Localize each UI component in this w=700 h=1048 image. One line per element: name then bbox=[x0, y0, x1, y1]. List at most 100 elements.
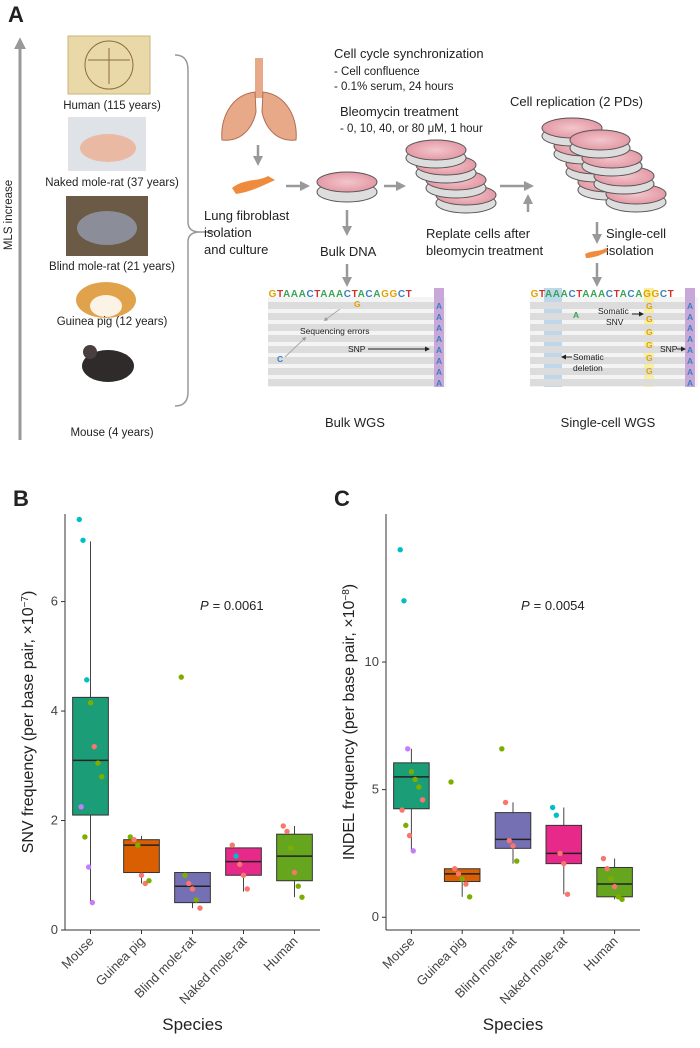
bulk-dna: Bulk DNA bbox=[320, 244, 377, 259]
point bbox=[131, 837, 136, 842]
point bbox=[411, 848, 416, 853]
point bbox=[179, 674, 184, 679]
y-axis-label-part: ) bbox=[20, 591, 37, 596]
annotation: deletion bbox=[573, 363, 603, 373]
read bbox=[530, 379, 685, 386]
sync-text: Cell cycle synchronization bbox=[334, 46, 484, 61]
panel-caption: Single-cell WGS bbox=[561, 415, 656, 430]
lungs bbox=[222, 58, 296, 140]
point bbox=[88, 700, 93, 705]
point bbox=[299, 894, 304, 899]
column-letter: A bbox=[436, 345, 442, 355]
g-letter: G bbox=[646, 301, 653, 311]
point bbox=[186, 881, 191, 886]
annotation: P= 0.0054 bbox=[521, 598, 585, 613]
y-axis-label-part: −7 bbox=[20, 596, 31, 608]
y-tick-label: 4 bbox=[51, 703, 58, 718]
point bbox=[284, 829, 289, 834]
fibroblast bbox=[585, 248, 608, 258]
read bbox=[268, 368, 434, 375]
point bbox=[84, 677, 89, 682]
box bbox=[495, 813, 531, 849]
point bbox=[182, 873, 187, 878]
x-tick-label: Guinea pig bbox=[413, 934, 468, 989]
species-label: Guinea pig (12 years) bbox=[57, 316, 168, 328]
point bbox=[565, 892, 570, 897]
x-axis-label: Species bbox=[162, 1015, 222, 1034]
point bbox=[237, 862, 242, 867]
y-axis-label-part: INDEL frequency (per base pair, ×10 bbox=[341, 600, 358, 860]
axis-label: MLS increase bbox=[3, 180, 15, 250]
y-tick-label: 10 bbox=[365, 654, 379, 669]
point bbox=[499, 746, 504, 751]
culture-text: and culture bbox=[204, 242, 268, 257]
isolation-text: Single-cell bbox=[606, 226, 666, 241]
point bbox=[416, 784, 421, 789]
y-tick-label: 5 bbox=[372, 782, 379, 797]
point bbox=[503, 800, 508, 805]
read bbox=[530, 368, 685, 375]
point bbox=[233, 853, 238, 858]
column-letter: A bbox=[436, 378, 442, 388]
column-letter: A bbox=[687, 356, 693, 366]
annotation: SNP bbox=[660, 344, 678, 354]
column-letter: A bbox=[436, 367, 442, 377]
replication-text: Cell replication (2 PDs) bbox=[510, 94, 643, 109]
bleomycin-text: - 0, 10, 40, or 80 μM, 1 hour bbox=[340, 123, 483, 135]
column-letter: A bbox=[436, 323, 442, 333]
point bbox=[448, 779, 453, 784]
error-letter: G bbox=[354, 299, 361, 309]
species-label: Blind mole-rat (21 years) bbox=[49, 261, 175, 273]
point bbox=[288, 845, 293, 850]
point bbox=[194, 897, 199, 902]
column-letter: A bbox=[687, 378, 693, 388]
read bbox=[268, 335, 434, 342]
point bbox=[139, 873, 144, 878]
read bbox=[268, 302, 434, 309]
point bbox=[460, 876, 465, 881]
point bbox=[292, 870, 297, 875]
fibroblast bbox=[232, 176, 275, 194]
point bbox=[612, 884, 617, 889]
culture-text: Lung fibroblast bbox=[204, 208, 290, 223]
y-axis-label-part: −8 bbox=[341, 589, 352, 601]
point bbox=[619, 897, 624, 902]
column-letter: A bbox=[687, 312, 693, 322]
point bbox=[463, 881, 468, 886]
bracket bbox=[175, 55, 200, 406]
panel-label: C bbox=[334, 486, 350, 511]
annotation-text: = 0.0054 bbox=[534, 598, 585, 613]
point bbox=[401, 598, 406, 603]
annotation: Somatic bbox=[573, 352, 604, 362]
point bbox=[399, 807, 404, 812]
point bbox=[467, 894, 472, 899]
column-letter: A bbox=[687, 323, 693, 333]
y-tick-label: 0 bbox=[51, 922, 58, 937]
annotation: SNP bbox=[348, 344, 366, 354]
x-tick-label: Mouse bbox=[379, 934, 417, 972]
x-tick-label: Human bbox=[580, 934, 620, 974]
point bbox=[405, 746, 410, 751]
point bbox=[245, 886, 250, 891]
point bbox=[77, 517, 82, 522]
g-letter: G bbox=[646, 327, 653, 337]
point bbox=[92, 744, 97, 749]
x-tick-label: Guinea pig bbox=[93, 934, 148, 989]
read bbox=[268, 313, 434, 320]
species-images bbox=[66, 36, 150, 388]
annotation: P= 0.0061 bbox=[200, 598, 264, 613]
column-letter: A bbox=[687, 367, 693, 377]
annotation: Somatic bbox=[598, 306, 629, 316]
read bbox=[530, 357, 685, 364]
y-axis-label-part: ) bbox=[341, 584, 358, 589]
panel-label: A bbox=[8, 2, 24, 27]
error-letter: C bbox=[277, 354, 283, 364]
panel-caption: Bulk WGS bbox=[325, 415, 385, 430]
read bbox=[268, 379, 434, 386]
dish bbox=[317, 172, 377, 202]
read bbox=[268, 357, 434, 364]
x-tick-label: Mouse bbox=[58, 934, 96, 972]
point bbox=[398, 547, 403, 552]
g-letter: G bbox=[646, 353, 653, 363]
